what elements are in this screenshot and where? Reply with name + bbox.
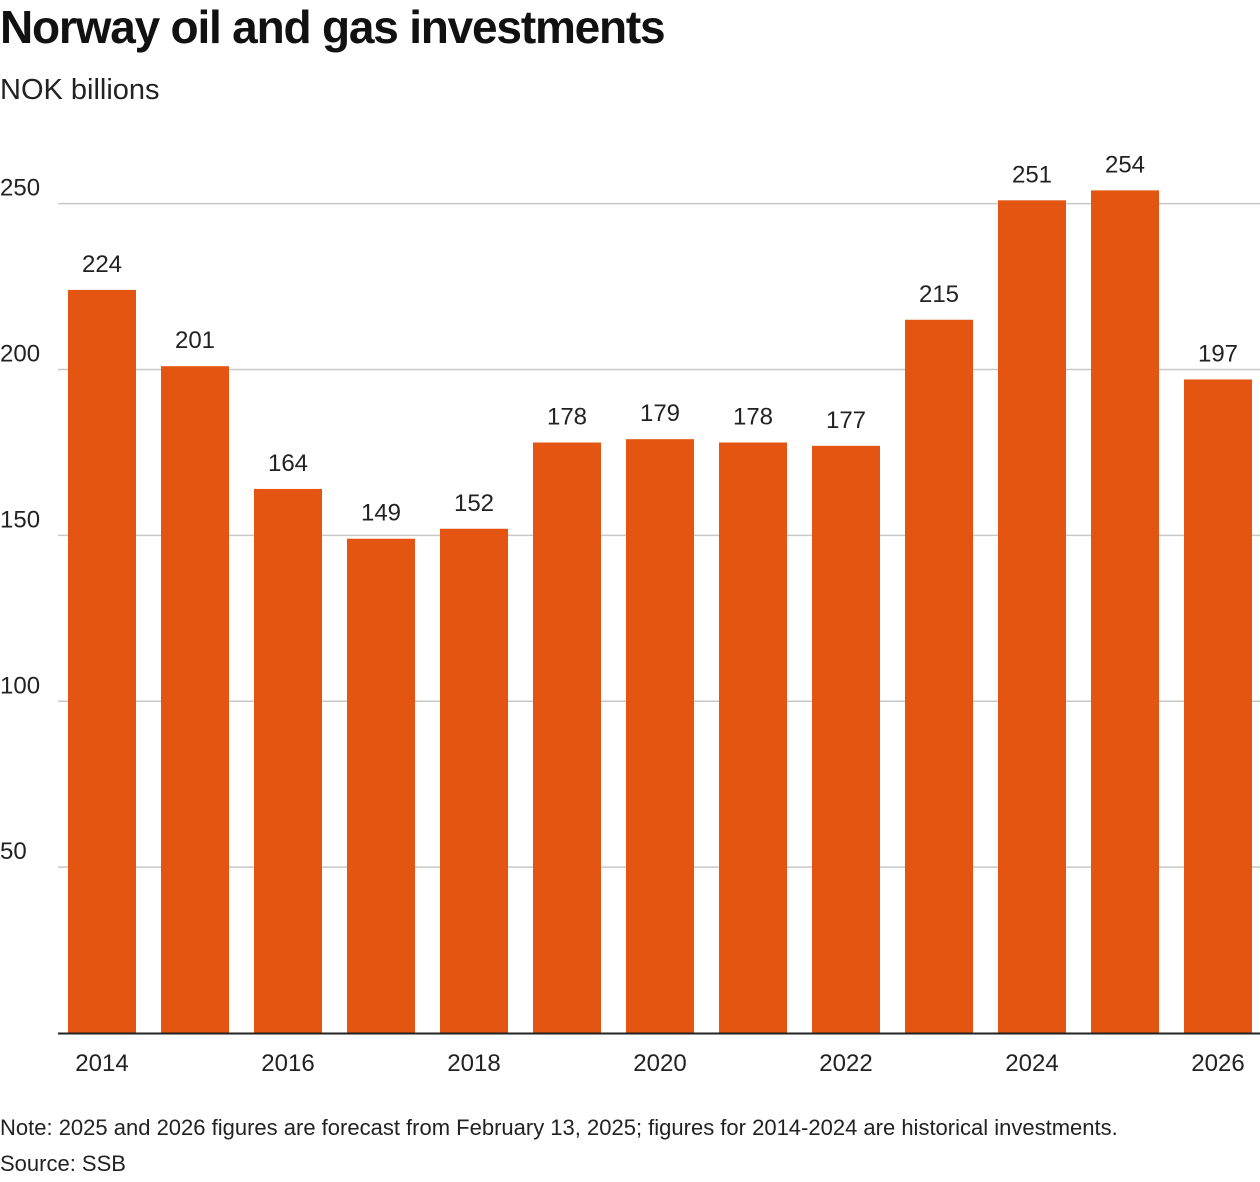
bar-2024: [998, 200, 1066, 1034]
x-tick-label-2026: 2026: [1191, 1050, 1244, 1077]
y-tick-label-100: 100: [0, 672, 40, 699]
bar-2023: [905, 319, 973, 1033]
bar-2018: [440, 528, 508, 1033]
data-label-2018: 152: [454, 490, 494, 517]
bar-2015: [161, 366, 229, 1033]
x-tick-label-2022: 2022: [819, 1050, 872, 1077]
y-tick-label-50: 50: [0, 838, 27, 865]
data-label-2024: 251: [1012, 161, 1052, 188]
chart-subtitle: NOK billions: [0, 74, 160, 106]
data-label-2022: 177: [826, 407, 866, 434]
footnote: Note: 2025 and 2026 figures are forecast…: [0, 1115, 1118, 1140]
data-label-2017: 149: [361, 500, 401, 527]
bar-2019: [533, 442, 601, 1033]
y-tick-label-200: 200: [0, 341, 40, 368]
x-tick-label-2014: 2014: [75, 1050, 128, 1077]
data-label-2016: 164: [268, 450, 308, 477]
data-label-2015: 201: [175, 327, 215, 354]
bar-2017: [347, 538, 415, 1033]
bar-2021: [719, 442, 787, 1033]
bar-2026: [1184, 379, 1252, 1034]
data-label-2026: 197: [1198, 340, 1238, 367]
y-axis-ticks: 50 100 150 200 250: [0, 175, 40, 865]
x-tick-label-2024: 2024: [1005, 1050, 1058, 1077]
data-label-2023: 215: [919, 281, 959, 308]
bar-2025: [1091, 190, 1159, 1034]
chart-footer: Note: 2025 and 2026 figures are forecast…: [0, 1110, 1118, 1182]
x-tick-label-2016: 2016: [261, 1050, 314, 1077]
bar-2016: [254, 488, 322, 1033]
x-tick-label-2018: 2018: [447, 1050, 500, 1077]
source-note: Source: SSB: [0, 1151, 126, 1176]
data-label-2025: 254: [1105, 151, 1145, 178]
y-tick-label-150: 150: [0, 506, 40, 533]
chart-title: Norway oil and gas investments: [0, 1, 666, 53]
data-label-2021: 178: [733, 404, 773, 431]
bar-2022: [812, 445, 880, 1033]
data-labels: 224 201 164 149 152 178 179 178 177 215 251 254 197: [82, 151, 1238, 526]
data-label-2019: 178: [547, 404, 587, 431]
x-tick-label-2020: 2020: [633, 1050, 686, 1077]
x-axis-ticks: 2014 2016 2018 2020 2022 2024 2026: [75, 1050, 1244, 1077]
data-label-2014: 224: [82, 251, 122, 278]
data-label-2020: 179: [640, 400, 680, 427]
y-tick-label-250: 250: [0, 175, 40, 202]
bars: [68, 190, 1252, 1034]
bar-2014: [68, 289, 136, 1033]
bar-2020: [626, 439, 694, 1033]
